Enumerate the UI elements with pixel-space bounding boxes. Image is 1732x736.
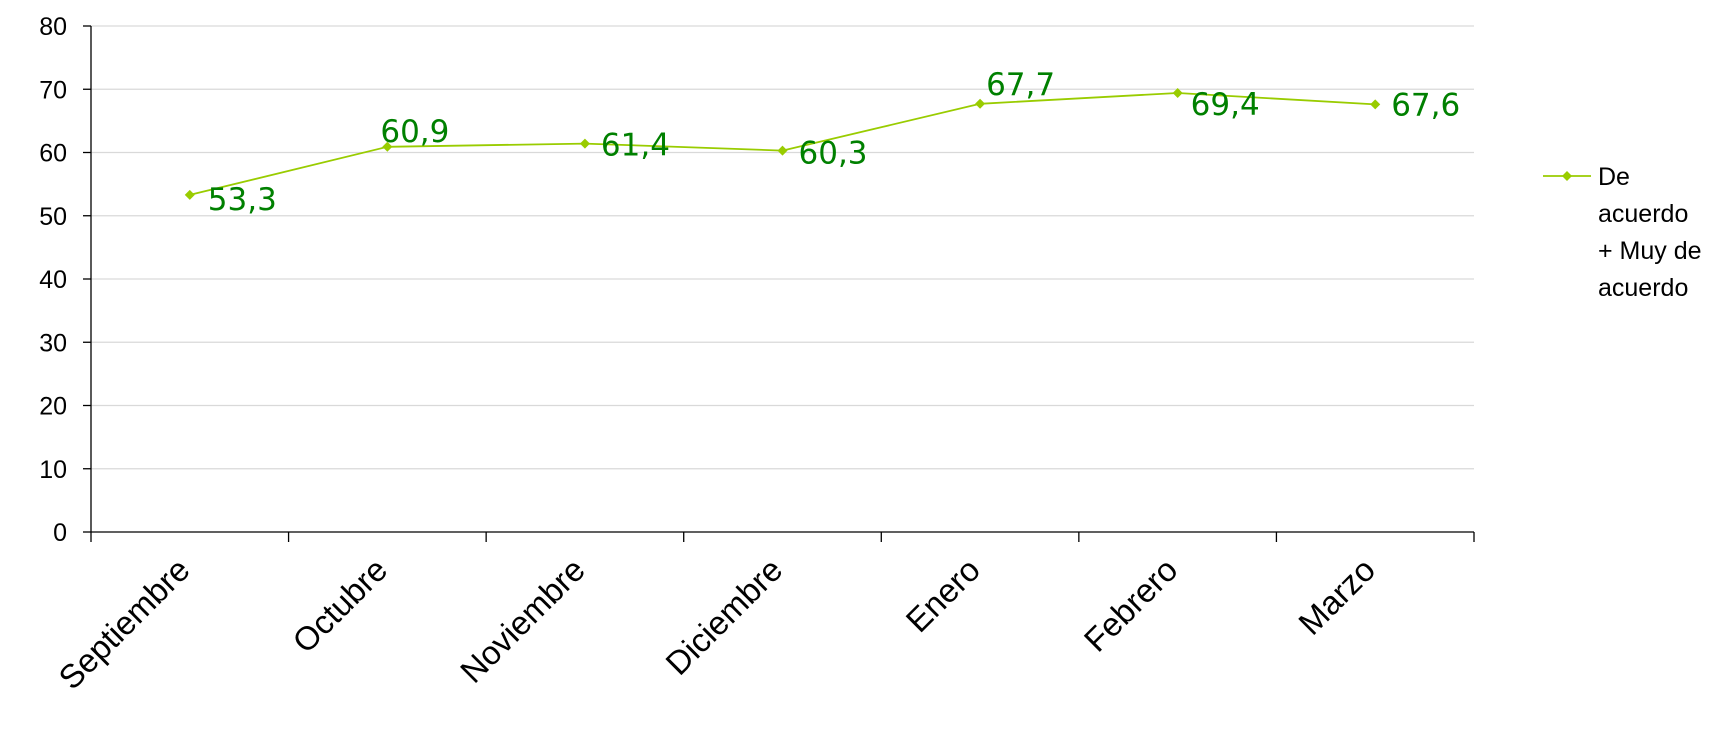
x-tick-label: Enero [899,551,987,639]
data-point [777,145,788,156]
gridlines [91,25,1474,470]
axes [83,25,1475,542]
legend-label: acuerdo [1598,274,1688,302]
data-labels: 53,3 60,9 61,4 60,3 67,7 69,4 67,6 [208,67,1460,218]
legend-label: De [1598,163,1630,191]
data-point [975,98,986,109]
data-label: 61,4 [601,128,670,164]
x-tick-label: Septiembre [51,551,196,696]
data-point [184,189,195,200]
legend-marker [1562,171,1572,181]
data-label: 60,9 [380,114,449,150]
x-tick-label: Diciembre [658,551,789,682]
y-tick-label: 0 [53,519,67,547]
y-tick-label: 50 [39,203,67,231]
y-tick-label: 20 [39,393,67,421]
data-point [1172,88,1183,99]
x-tick-label: Febrero [1077,551,1185,659]
data-point [1370,99,1381,110]
legend-label: + Muy de [1598,237,1702,265]
y-tick-label: 30 [39,329,67,357]
data-label: 53,3 [208,182,277,218]
y-tick-label: 70 [39,76,67,104]
data-label: 67,7 [986,67,1055,103]
y-tick-label: 60 [39,140,67,168]
legend-label: acuerdo [1598,200,1688,228]
y-tick-label: 80 [39,13,67,41]
data-label: 69,4 [1191,87,1260,123]
x-axis-tick-labels: Septiembre Octubre Noviembre Diciembre Enero… [51,551,1382,696]
data-label: 60,3 [799,136,868,172]
data-point [579,138,590,149]
x-tick-label: Marzo [1291,551,1382,642]
data-point [382,141,393,152]
x-tick-label: Noviembre [453,551,592,690]
y-tick-label: 40 [39,266,67,294]
legend: De acuerdo + Muy de acuerdo [1543,163,1702,302]
y-tick-label: 10 [39,456,67,484]
data-label: 67,6 [1391,87,1460,123]
x-tick-label: Octubre [285,551,394,660]
series-layer [184,88,1381,200]
y-axis-tick-labels: 0 10 20 30 40 50 60 70 80 [39,13,67,547]
